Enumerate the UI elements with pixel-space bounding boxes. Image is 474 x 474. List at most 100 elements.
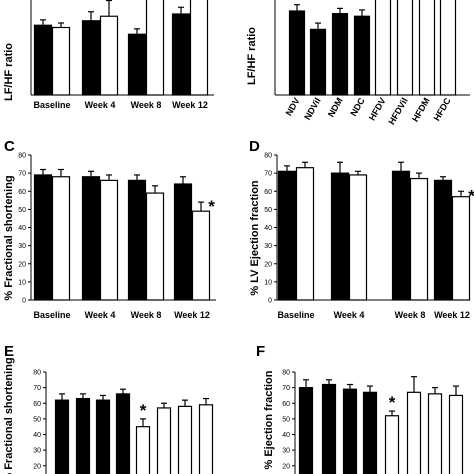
bar-7 bbox=[448, 394, 464, 474]
ytick-label-1: 10 bbox=[264, 279, 272, 286]
panel-d-xtick-2: Week 8 bbox=[395, 310, 426, 320]
bar-4 bbox=[374, 0, 392, 96]
ytick-label-2: 20 bbox=[264, 261, 272, 268]
panel-d-xtick-0: Baseline bbox=[277, 310, 314, 320]
ytick-label-3: 30 bbox=[282, 448, 290, 455]
ytick-label-4: 40 bbox=[264, 225, 272, 232]
xtick-label-1: NDVil bbox=[302, 96, 323, 122]
ytick-label-2: 20 bbox=[282, 463, 290, 470]
bar-1-0 bbox=[51, 26, 71, 96]
bar-6 bbox=[427, 393, 443, 474]
ytick-label-4: 40 bbox=[33, 432, 41, 439]
panel-c-marks: 0 10 20 30 40 50 60 70 80 * bbox=[18, 153, 215, 305]
panel-d-ylabel: % LV Ejection fraction bbox=[249, 180, 261, 296]
bar-5 bbox=[406, 391, 422, 474]
panel-c-label: C bbox=[4, 138, 15, 155]
ytick-label-8: 80 bbox=[282, 370, 290, 377]
panel-d-xtick-1: Week 4 bbox=[334, 310, 365, 320]
ytick-label-1: 10 bbox=[18, 279, 26, 286]
xtick-label-4: HFDV bbox=[367, 96, 388, 122]
panel-a: LF/HF ratio * Baseline Week 4 Week 8 Wee… bbox=[3, 0, 214, 110]
panel-d-marks: 0 10 20 30 40 50 60 70 80 * bbox=[264, 153, 474, 305]
bar-1-2 bbox=[409, 177, 429, 301]
panel-d-label: D bbox=[249, 138, 260, 155]
ytick-label-4: 40 bbox=[18, 225, 26, 232]
panel-b-marks: NDVNDVilNDMNDCHFDVHFDVilHFDMHFDC*,†*,†*,… bbox=[284, 0, 457, 126]
panel-c-xtick-0: Baseline bbox=[33, 310, 70, 320]
bar-0 bbox=[288, 10, 306, 96]
annotation-0: * bbox=[389, 393, 396, 412]
ytick-label-6: 60 bbox=[18, 189, 26, 196]
bar-3 bbox=[362, 391, 378, 474]
bar-2 bbox=[342, 388, 358, 474]
panel-c-ylabel: % Fractional shortening bbox=[3, 175, 15, 300]
ytick-label-7: 70 bbox=[33, 385, 41, 392]
bar-6 bbox=[177, 405, 193, 474]
bar-0-2 bbox=[127, 179, 147, 301]
annotation-0: * bbox=[140, 401, 147, 420]
panel-e: E % Fractional shortening 20 30 40 50 60 70 80… bbox=[3, 343, 214, 474]
bar-3 bbox=[353, 15, 371, 96]
bar-1 bbox=[309, 28, 327, 96]
annotation-0: * bbox=[468, 186, 474, 205]
ytick-label-5: 50 bbox=[282, 416, 290, 423]
panel-a-xtick-1: Week 4 bbox=[85, 100, 116, 110]
ytick-label-3: 30 bbox=[33, 448, 41, 455]
annotation-0: * bbox=[208, 197, 215, 216]
ytick-label-3: 30 bbox=[18, 243, 26, 250]
bar-0-3 bbox=[171, 13, 191, 96]
bar-2 bbox=[95, 399, 111, 474]
ytick-label-3: 30 bbox=[264, 243, 272, 250]
bar-1-0 bbox=[51, 176, 71, 301]
bar-0-1 bbox=[81, 176, 101, 301]
ytick-label-6: 60 bbox=[33, 401, 41, 408]
bar-0-3 bbox=[173, 183, 193, 301]
xtick-label-3: NDC bbox=[348, 96, 367, 118]
bar-1 bbox=[75, 397, 91, 474]
ytick-label-4: 40 bbox=[282, 432, 290, 439]
ytick-label-6: 60 bbox=[282, 401, 290, 408]
bar-4 bbox=[384, 415, 400, 474]
bar-1-1 bbox=[348, 174, 368, 301]
ytick-label-7: 70 bbox=[282, 385, 290, 392]
panel-c-xtick-2: Week 8 bbox=[131, 310, 162, 320]
xtick-label-0: NDV bbox=[284, 96, 302, 117]
bar-1-3 bbox=[191, 210, 211, 301]
bar-0-0 bbox=[33, 24, 53, 96]
ytick-label-8: 80 bbox=[33, 370, 41, 377]
bar-2 bbox=[331, 13, 349, 96]
bar-0-0 bbox=[33, 174, 53, 301]
xtick-label-6: HFDM bbox=[410, 96, 432, 124]
bar-0-2 bbox=[127, 33, 147, 96]
bar-1-0 bbox=[295, 167, 315, 301]
bar-1-3 bbox=[451, 196, 471, 301]
panel-a-marks: * bbox=[33, 0, 209, 96]
xtick-label-2: NDM bbox=[326, 96, 345, 119]
bar-1-1 bbox=[99, 179, 119, 301]
bar-7 bbox=[439, 0, 457, 96]
xtick-label-7: HFDC bbox=[432, 96, 453, 123]
bar-5 bbox=[396, 0, 414, 96]
ytick-label-5: 50 bbox=[33, 416, 41, 423]
ytick-label-0: 0 bbox=[22, 298, 26, 305]
panel-e-marks: 20 30 40 50 60 70 80 * bbox=[33, 370, 214, 474]
panel-a-xtick-0: Baseline bbox=[33, 100, 70, 110]
ytick-label-0: 0 bbox=[268, 298, 272, 305]
panel-f-label: F bbox=[256, 343, 265, 360]
bar-0-1 bbox=[81, 20, 101, 96]
bar-6 bbox=[418, 0, 436, 96]
bar-0 bbox=[298, 387, 314, 474]
ytick-label-7: 70 bbox=[264, 171, 272, 178]
panel-e-label: E bbox=[4, 343, 14, 360]
bar-0 bbox=[54, 399, 70, 474]
ytick-label-5: 50 bbox=[264, 207, 272, 214]
bar-5 bbox=[156, 407, 172, 474]
bar-3 bbox=[115, 393, 131, 474]
bar-1-1 bbox=[99, 15, 119, 96]
ytick-label-5: 50 bbox=[18, 207, 26, 214]
panel-a-ylabel: LF/HF ratio bbox=[3, 43, 15, 101]
ytick-label-2: 20 bbox=[18, 261, 26, 268]
panel-f: F % Ejection fraction 20 30 40 50 60 70 80 * bbox=[256, 343, 464, 474]
bar-0-2 bbox=[391, 170, 411, 301]
